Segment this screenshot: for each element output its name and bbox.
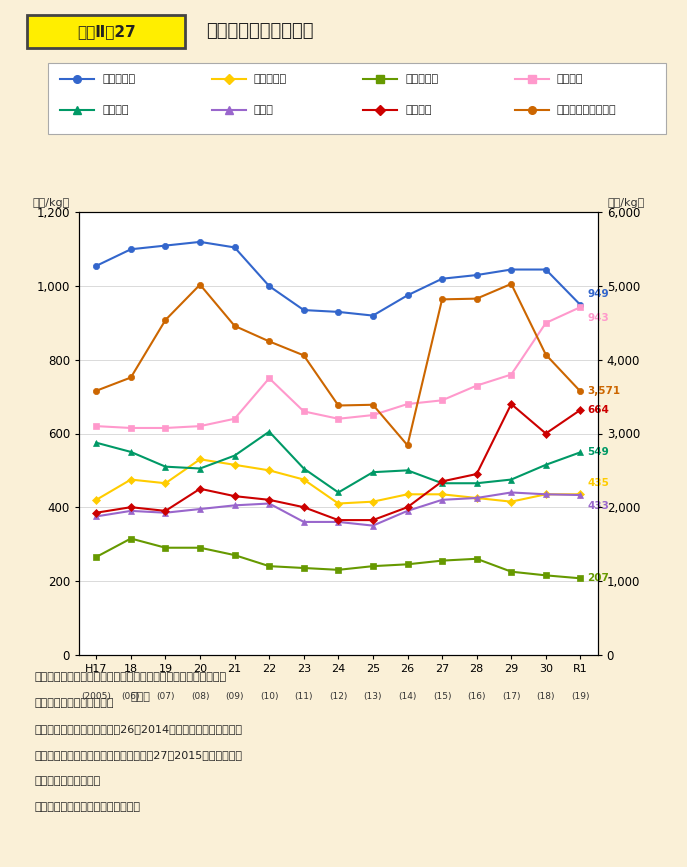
Text: （円/kg）: （円/kg） (32, 198, 69, 208)
Text: (2005): (2005) (81, 692, 111, 701)
Text: (07): (07) (156, 692, 174, 701)
Text: ２：ひらたけの価格は平成26（2014）年までは東京都中央卸: ２：ひらたけの価格は平成26（2014）年までは東京都中央卸 (34, 724, 243, 734)
Text: （年）: （年） (131, 692, 150, 702)
Text: (08): (08) (191, 692, 210, 701)
Text: (09): (09) (225, 692, 244, 701)
Text: ひらたけ: ひらたけ (405, 105, 432, 115)
Text: (17): (17) (502, 692, 521, 701)
Text: エリンギ: エリンギ (102, 105, 129, 115)
Text: (12): (12) (329, 692, 348, 701)
Text: (19): (19) (571, 692, 589, 701)
Text: (14): (14) (398, 692, 417, 701)
Text: きのこ類の価格の推移: きのこ類の価格の推移 (206, 23, 313, 40)
Text: 資料Ⅱ－27: 資料Ⅱ－27 (77, 23, 136, 39)
Text: 売市場における年平均価格、平成27（2015）年以降は生: 売市場における年平均価格、平成27（2015）年以降は生 (34, 750, 243, 760)
Text: 943: 943 (587, 313, 609, 323)
Text: 664: 664 (587, 405, 609, 415)
Text: (06): (06) (122, 692, 140, 701)
Text: （円/kg）: （円/kg） (607, 198, 644, 208)
Text: 生しいたけ: 生しいたけ (102, 74, 135, 84)
Text: 549: 549 (587, 447, 609, 457)
Text: 産者出荷価格。: 産者出荷価格。 (34, 776, 100, 786)
Text: 品柄の平均価格）。: 品柄の平均価格）。 (34, 698, 114, 708)
Text: まいたけ: まいたけ (557, 74, 583, 84)
Text: (15): (15) (433, 692, 451, 701)
Text: 乾しいたけ（右軸）: 乾しいたけ（右軸） (557, 105, 616, 115)
Text: (16): (16) (467, 692, 486, 701)
Text: 注１：乾しいたけの価格は全国主要市場における年平均価格（全: 注１：乾しいたけの価格は全国主要市場における年平均価格（全 (34, 672, 227, 682)
Text: (18): (18) (537, 692, 555, 701)
Text: 433: 433 (587, 501, 609, 512)
Text: えのきたけ: えのきたけ (405, 74, 438, 84)
Text: (13): (13) (363, 692, 382, 701)
Text: ぶなしめじ: ぶなしめじ (254, 74, 287, 84)
Text: 207: 207 (587, 573, 609, 583)
Text: 資料：林野庁「特用林産基礎資料」: 資料：林野庁「特用林産基礎資料」 (34, 802, 140, 812)
Text: 435: 435 (587, 479, 609, 488)
Text: 949: 949 (587, 289, 609, 299)
Text: なめこ: なめこ (254, 105, 274, 115)
Text: 3,571: 3,571 (587, 387, 620, 396)
Text: (11): (11) (295, 692, 313, 701)
Text: (10): (10) (260, 692, 278, 701)
